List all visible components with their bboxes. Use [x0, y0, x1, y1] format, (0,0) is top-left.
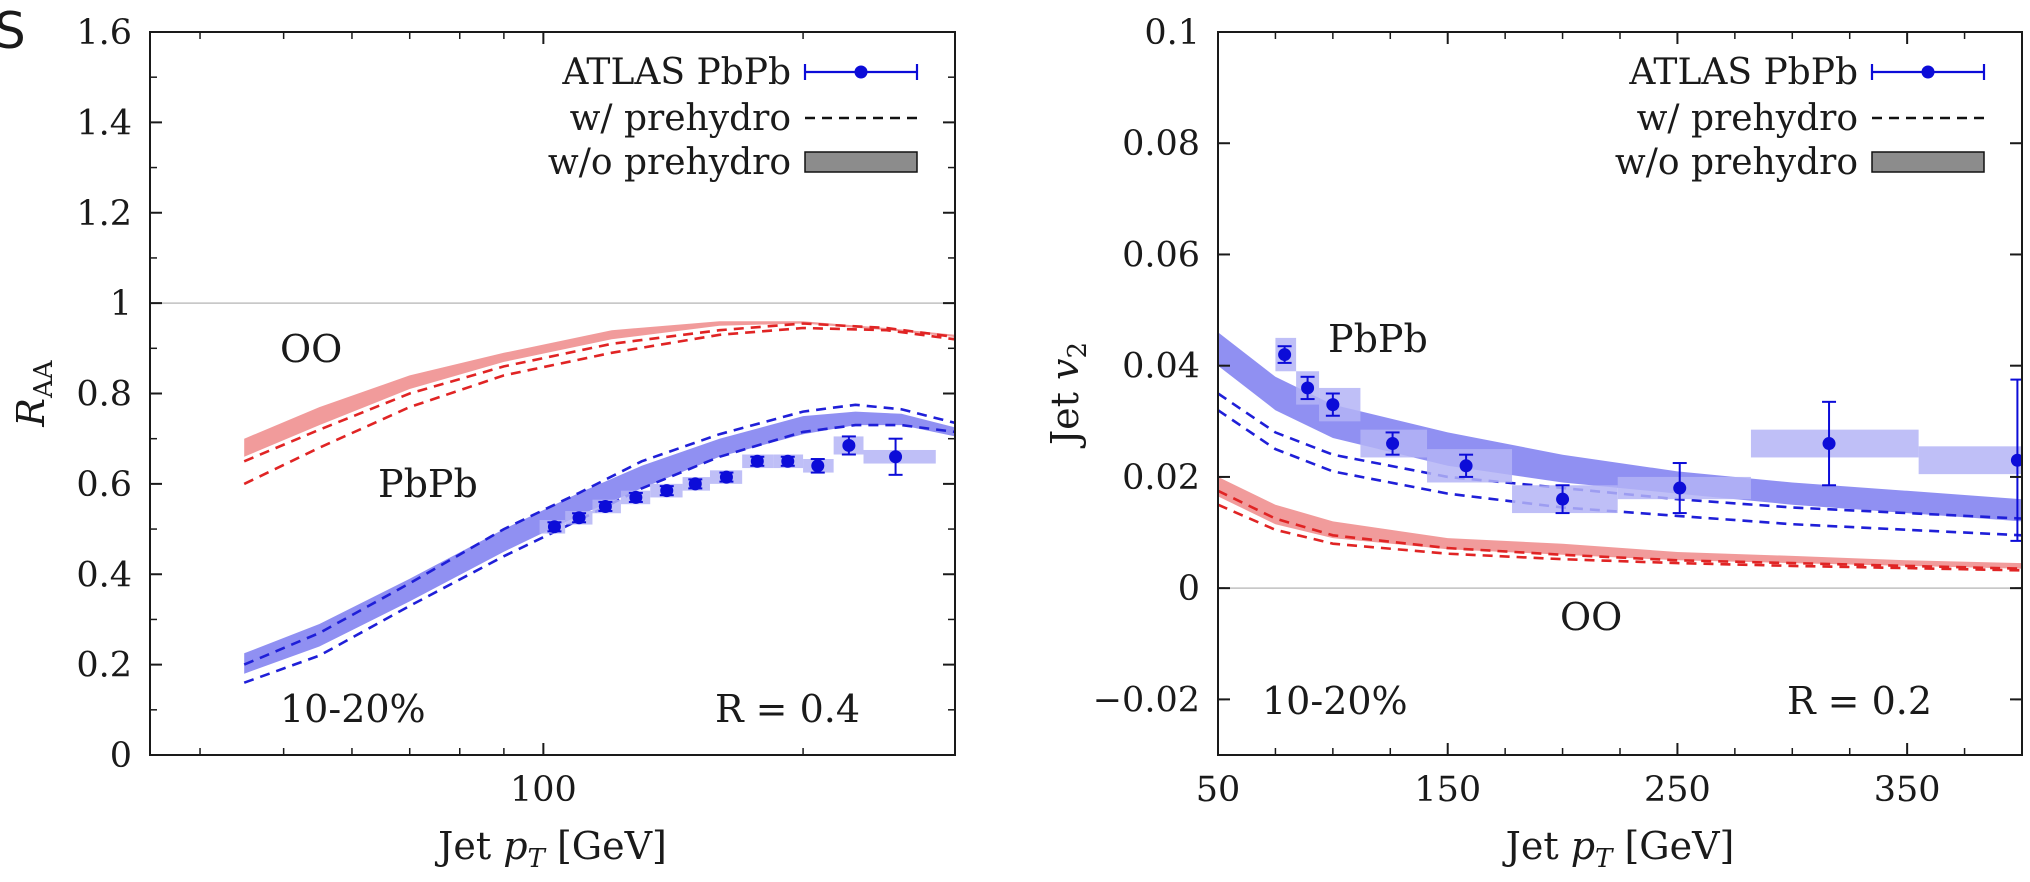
data-sys-box [1918, 446, 2022, 475]
x-axis-label: Jet pT [GeV] [1502, 824, 1735, 874]
pbpb-dashed-w-prehydro [243, 423, 955, 684]
data-point [1459, 459, 1473, 473]
legend-data-marker [1921, 65, 1935, 79]
annotation-pbpb: PbPb [378, 462, 478, 506]
x-tick-label: 100 [510, 770, 577, 810]
y-tick-label: 0.02 [1122, 458, 1200, 498]
pbpb-band-wo-prehydro [244, 411, 955, 674]
data-point [598, 499, 612, 513]
y-tick-label: 1.4 [76, 103, 132, 143]
data-point [750, 454, 764, 468]
y-tick-label: 0.2 [76, 646, 132, 686]
pbpb-dashed-w-prehydro [243, 403, 955, 666]
data-point [660, 484, 674, 498]
data-point [1556, 492, 1570, 506]
annotation-oo: OO [1560, 595, 1622, 639]
y-tick-label: 0.8 [76, 375, 132, 415]
y-axis-label: Jet v2 [1043, 342, 1093, 449]
legend-label: ATLAS PbPb [1628, 52, 1858, 93]
annotation-centrality: 10-20% [280, 687, 426, 731]
data-point [2010, 453, 2022, 467]
data-point [1822, 437, 1836, 451]
y-tick-label: 0 [110, 736, 132, 776]
annotation-radius: R = 0.4 [715, 687, 860, 731]
data-point [781, 454, 795, 468]
x-tick-label: 50 [1196, 770, 1241, 810]
data-point [629, 490, 643, 504]
y-tick-label: 0.08 [1122, 124, 1200, 164]
y-tick-label: 0.04 [1122, 347, 1200, 387]
x-tick-label: 350 [1874, 770, 1941, 810]
legend-label: w/ prehydro [1637, 98, 1858, 139]
panel-letter: S [0, 2, 26, 60]
y-tick-label: 1.2 [76, 194, 132, 234]
data-point [811, 459, 825, 473]
data-point [1301, 381, 1315, 395]
plot-area [150, 302, 955, 684]
annotation-centrality: 10-20% [1262, 679, 1408, 723]
data-point [889, 450, 903, 464]
legend-label: w/o prehydro [1615, 142, 1858, 183]
annotation-pbpb: PbPb [1328, 317, 1428, 361]
data-point [719, 470, 733, 484]
y-tick-label: 0 [1178, 569, 1200, 609]
data-point [688, 477, 702, 491]
y-tick-label: 0.1 [1144, 13, 1200, 53]
legend-label: w/ prehydro [570, 98, 791, 139]
legend-data-marker [854, 65, 868, 79]
y-tick-label: 1.6 [76, 13, 132, 53]
y-tick-label: 0.4 [76, 555, 132, 595]
data-point [547, 520, 561, 534]
x-tick-label: 250 [1644, 770, 1711, 810]
y-axis-label: RAA [9, 359, 59, 427]
y-tick-label: −0.02 [1093, 680, 1200, 720]
legend-label: w/o prehydro [548, 142, 791, 183]
oo-dashed-w-prehydro [243, 326, 955, 486]
plot-area [1218, 332, 2022, 589]
y-tick-label: 0.06 [1122, 235, 1200, 275]
data-point [1673, 481, 1687, 495]
oo-dashed-w-prehydro [243, 322, 955, 463]
annotation-radius: R = 0.2 [1787, 679, 1932, 723]
legend-label: ATLAS PbPb [561, 52, 791, 93]
x-axis-label: Jet pT [GeV] [434, 824, 667, 874]
data-point [1326, 398, 1340, 412]
data-point [1278, 348, 1292, 362]
x-tick-label: 150 [1414, 770, 1481, 810]
annotation-oo: OO [280, 327, 342, 371]
legend-band-symbol [804, 151, 918, 173]
y-tick-label: 0.6 [76, 465, 132, 505]
panel-v2: −0.02 0 0.02 0.04 0.06 0.08 0.1 50 150 250 350 Jet … [1043, 13, 2023, 874]
legend-band-symbol [1871, 151, 1985, 173]
y-tick-label: 1 [110, 284, 132, 324]
data-point [1386, 437, 1400, 451]
oo-band-wo-prehydro [244, 321, 955, 457]
data-point [842, 438, 856, 452]
data-point [572, 511, 586, 525]
panel-raa: 0 0.2 0.4 0.6 0.8 1 1.2 1.4 1.6 100 Jet pT [GeV] RA… [9, 13, 956, 874]
